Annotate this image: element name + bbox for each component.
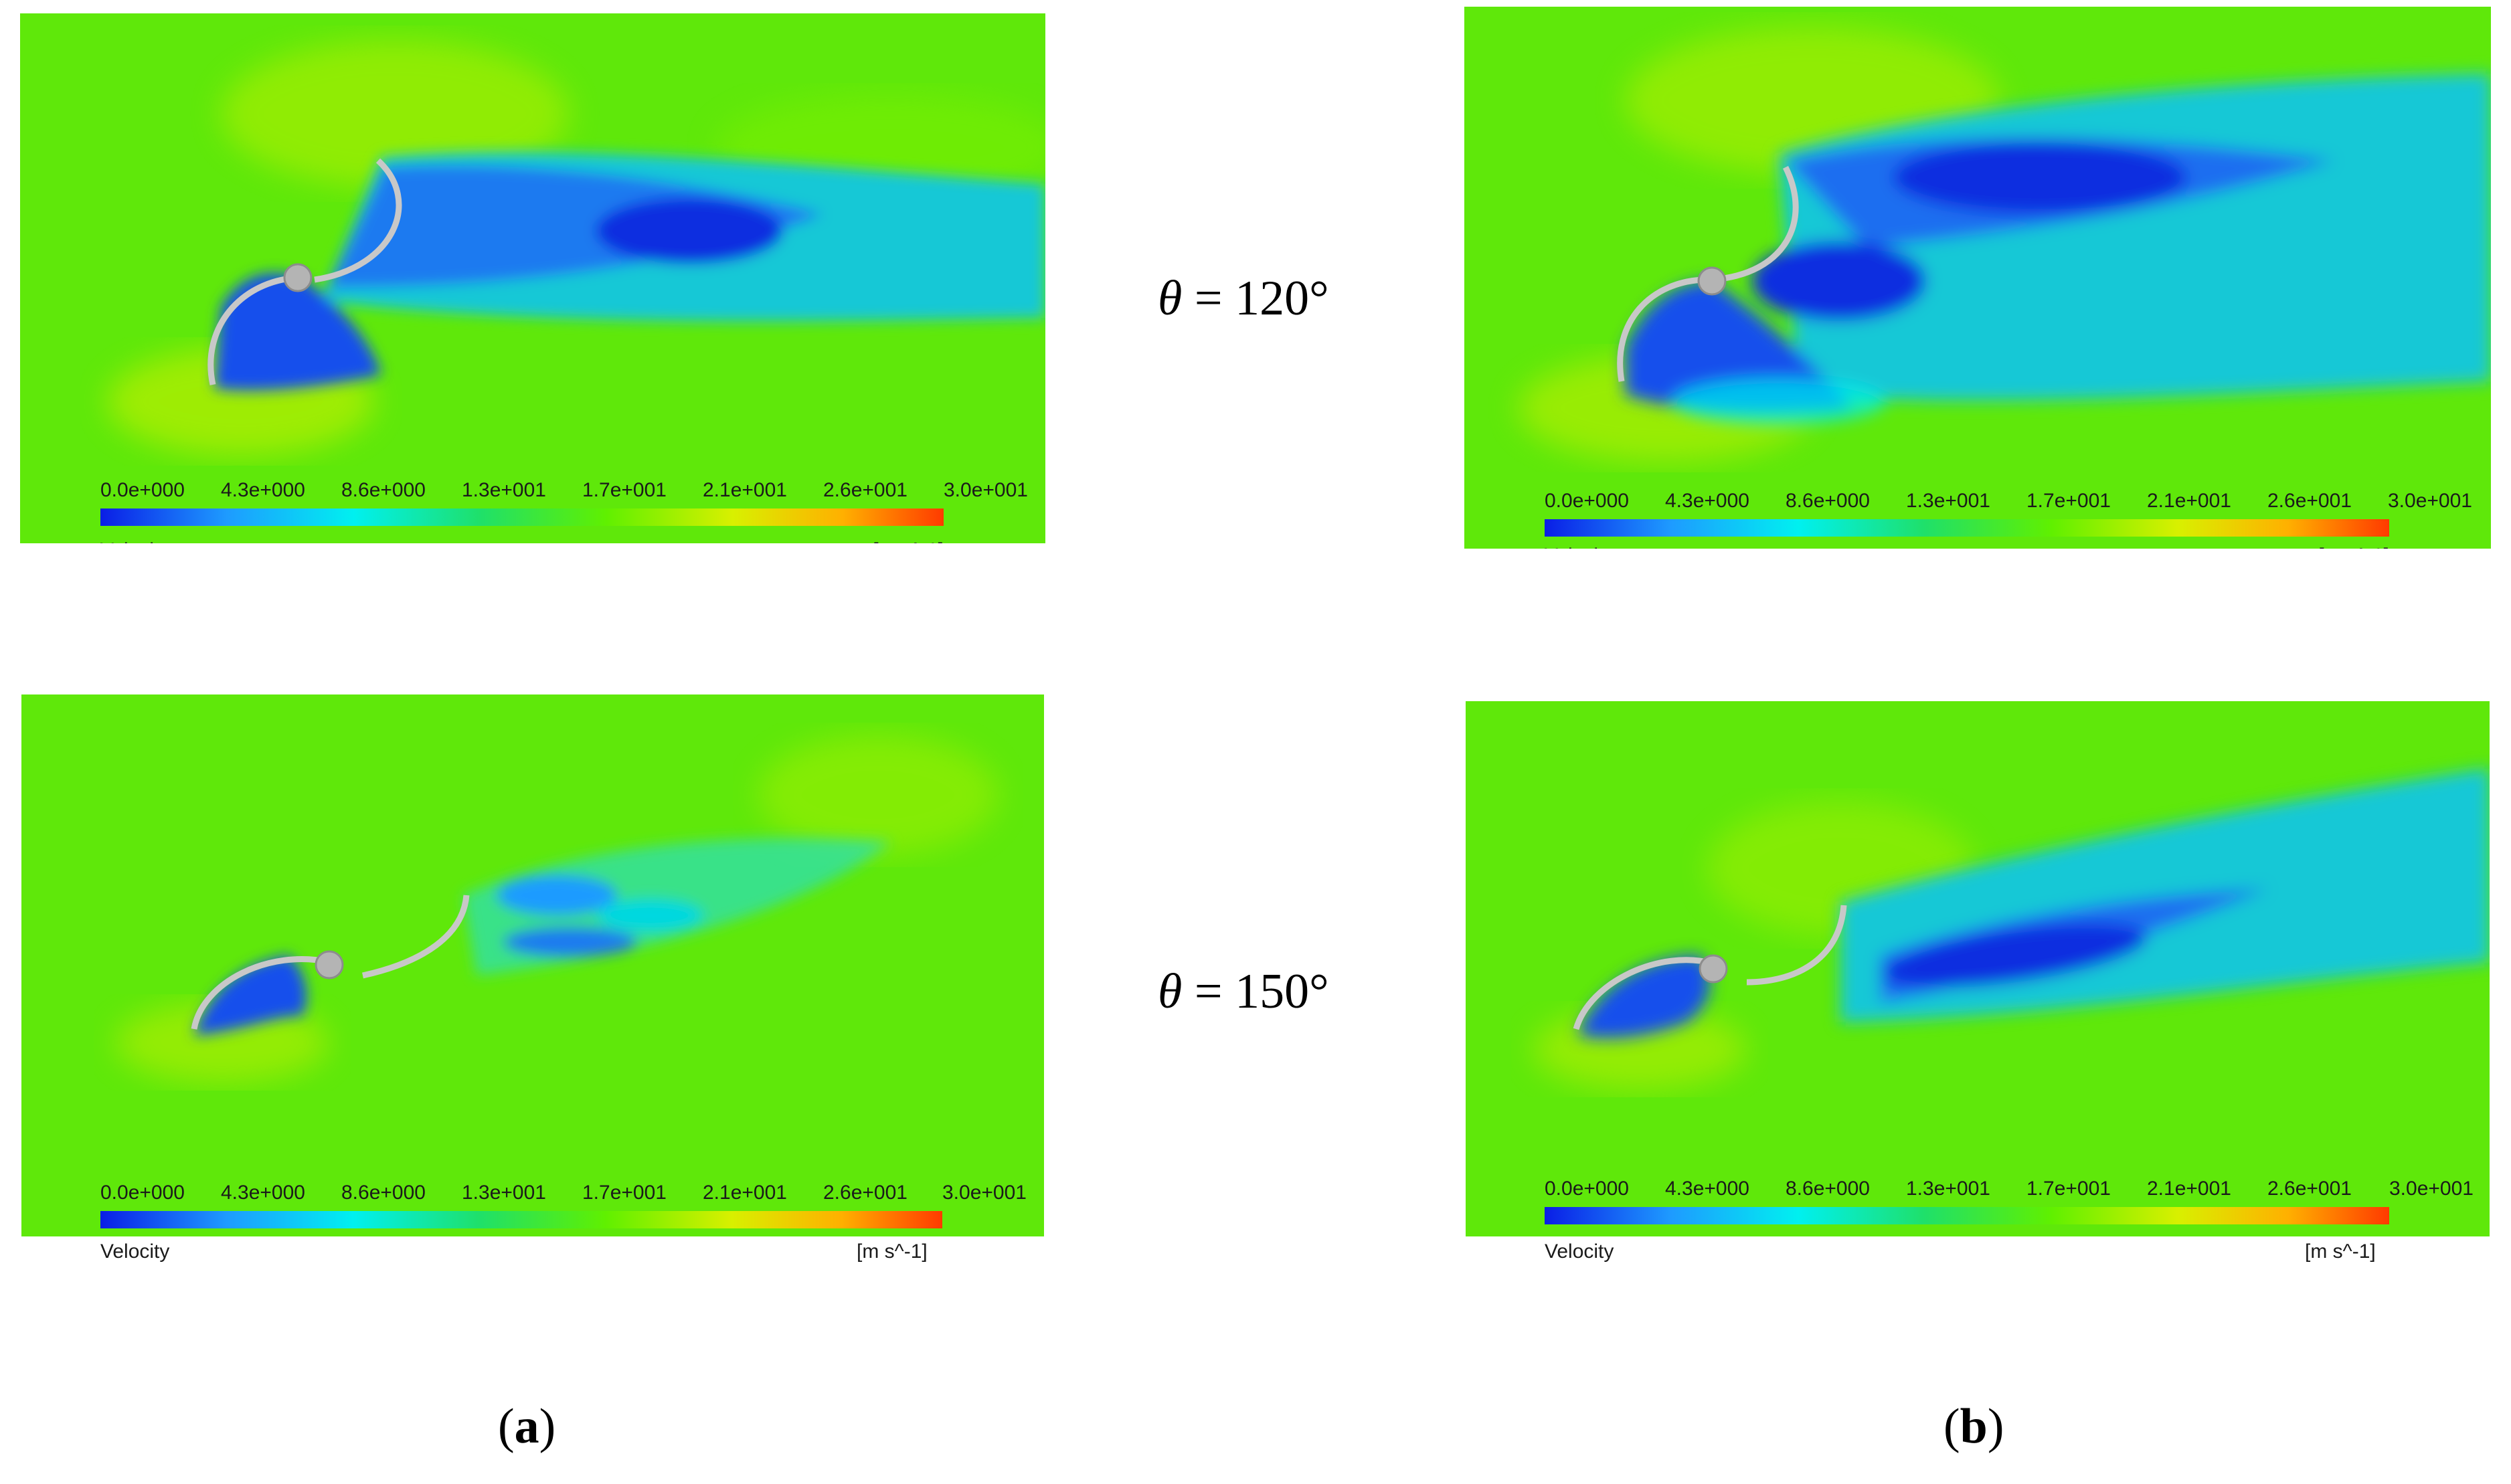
velocity-contour-plot: 0.0e+000 4.3e+000 8.6e+000 1.3e+001 1.7e… [1464, 7, 2491, 549]
colorbar-tick: 8.6e+000 [341, 479, 426, 501]
colorbar-tick: 2.1e+001 [703, 479, 787, 501]
colorbar-tick: 2.1e+001 [703, 1182, 787, 1204]
subcaption-a: (a) [498, 1399, 556, 1454]
colorbar-unit-label: [m s^-1] [873, 539, 944, 543]
angle-label-150: θ = 150° [1158, 963, 1329, 1020]
colorbar [100, 508, 944, 526]
colorbar-tick: 1.7e+001 [2026, 1178, 2111, 1200]
colorbar-tick: 8.6e+000 [1786, 1178, 1870, 1200]
colorbar-variable-label: Velocity [100, 1240, 170, 1263]
colorbar-tick: 2.1e+001 [2147, 490, 2231, 512]
colorbar-tick: 3.0e+001 [944, 479, 1028, 501]
colorbar-tick: 0.0e+000 [1545, 490, 1629, 512]
colorbar-tick: 2.6e+001 [2267, 1178, 2352, 1200]
velocity-contour-plot: 0.0e+000 4.3e+000 8.6e+000 1.3e+001 1.7e… [1466, 701, 2490, 1236]
colorbar-unit-label: [m s^-1] [2305, 1240, 2376, 1263]
colorbar [1545, 519, 2389, 537]
colorbar-tick: 0.0e+000 [1545, 1178, 1629, 1200]
colorbar-tick: 4.3e+000 [1665, 490, 1749, 512]
subcaption-b: (b) [1943, 1399, 2004, 1454]
theta-symbol: θ [1158, 964, 1183, 1019]
colorbar-tick: 3.0e+001 [2388, 490, 2472, 512]
colorbar-variable-label: Velocity [1545, 545, 1614, 549]
colorbar-tick: 8.6e+000 [341, 1182, 426, 1204]
colorbar [100, 1211, 942, 1228]
colorbar-tick: 4.3e+000 [221, 1182, 305, 1204]
velocity-contour-plot: 0.0e+000 4.3e+000 8.6e+000 1.3e+001 1.7e… [20, 13, 1045, 543]
colorbar-tick: 3.0e+001 [942, 1182, 1027, 1204]
colorbar-tick: 2.6e+001 [2267, 490, 2352, 512]
colorbar-tick: 2.1e+001 [2147, 1178, 2231, 1200]
contour-panel-a-120: 0.0e+000 4.3e+000 8.6e+000 1.3e+001 1.7e… [20, 13, 1045, 543]
theta-symbol: θ [1158, 271, 1183, 326]
colorbar-tick: 4.3e+000 [221, 479, 305, 501]
velocity-contour-plot: 0.0e+000 4.3e+000 8.6e+000 1.3e+001 1.7e… [21, 694, 1044, 1236]
colorbar [1545, 1207, 2389, 1224]
angle-value: = 120° [1182, 271, 1329, 326]
colorbar-tick: 1.3e+001 [462, 1182, 546, 1204]
colorbar-unit-label: [m s^-1] [2318, 545, 2389, 549]
angle-value: = 150° [1182, 964, 1329, 1019]
contour-panel-a-150: 0.0e+000 4.3e+000 8.6e+000 1.3e+001 1.7e… [21, 694, 1044, 1236]
colorbar-tick: 1.7e+001 [2026, 490, 2111, 512]
colorbar-tick: 8.6e+000 [1786, 490, 1870, 512]
colorbar-tick: 3.0e+001 [2389, 1178, 2474, 1200]
colorbar-tick: 1.3e+001 [1906, 1178, 1990, 1200]
colorbar-variable-label: Velocity [1545, 1240, 1614, 1263]
colorbar-tick: 1.3e+001 [462, 479, 546, 501]
colorbar-variable-label: Velocity [100, 539, 169, 543]
colorbar-tick: 1.7e+001 [582, 479, 667, 501]
colorbar-unit-label: [m s^-1] [857, 1240, 928, 1263]
colorbar-tick: 1.7e+001 [582, 1182, 667, 1204]
contour-panel-b-120: 0.0e+000 4.3e+000 8.6e+000 1.3e+001 1.7e… [1464, 7, 2491, 549]
colorbar-tick: 1.3e+001 [1906, 490, 1990, 512]
colorbar-tick: 2.6e+001 [823, 1182, 907, 1204]
colorbar-tick: 2.6e+001 [823, 479, 907, 501]
contour-panel-b-150: 0.0e+000 4.3e+000 8.6e+000 1.3e+001 1.7e… [1466, 701, 2490, 1236]
angle-label-120: θ = 120° [1158, 270, 1329, 327]
colorbar-tick: 0.0e+000 [100, 1182, 185, 1204]
colorbar-tick: 4.3e+000 [1665, 1178, 1749, 1200]
colorbar-tick: 0.0e+000 [100, 479, 185, 501]
